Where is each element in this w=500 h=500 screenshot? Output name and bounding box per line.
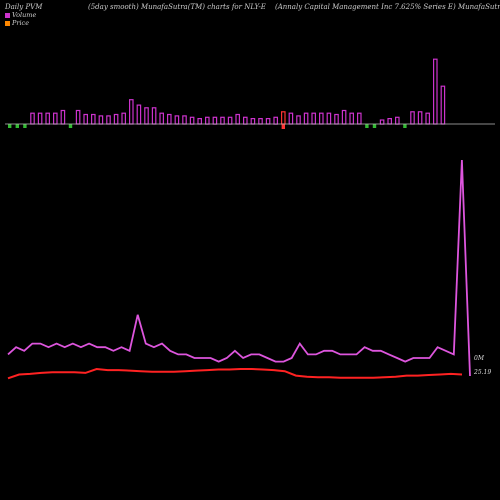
volume-line [7,159,471,377]
volume-bar [326,112,332,125]
price-line [7,367,463,380]
volume-bar [349,112,355,125]
volume-bar [212,116,218,125]
volume-bar [197,117,203,125]
legend-swatch-price [5,20,10,26]
volume-bar [167,113,172,125]
volume-bar-down [8,124,12,128]
volume-bar-down [403,124,407,128]
volume-bar [136,104,142,125]
volume-bar [341,109,347,125]
volume-bar [433,58,438,125]
volume-bar [311,112,317,125]
volume-bars [8,58,446,129]
volume-bar [281,111,286,125]
chart-header-left: Daily PVM [5,3,43,11]
volume-bar [45,112,51,125]
volume-bar [357,112,362,125]
volume-bar [83,113,89,125]
volume-bar-down [15,124,19,128]
chart-header-source: (Annaly Capital Management Inc 7.625% Se… [275,3,500,11]
price-tick-label: 25.19 [473,369,491,376]
volume-bar [243,116,248,125]
volume-bar [174,115,180,125]
lines-group [7,159,471,380]
legend-label-price: Price [12,19,30,27]
volume-bar [205,116,210,125]
volume-bar [258,117,263,125]
legend-label-volume: Volume [12,11,37,19]
volume-bar [159,112,165,125]
volume-bar [265,117,271,125]
volume-bar [288,112,294,125]
volume-bar [189,116,195,125]
volume-bar [106,115,111,125]
volume-bar [250,117,256,125]
volume-bar [37,112,43,125]
volume-bar [121,112,127,125]
volume-bar [144,107,149,125]
volume-bar [98,115,104,125]
volume-bar [273,116,279,125]
volume-bar-down [68,124,73,128]
volume-bar [151,107,157,125]
volume-bar [417,111,423,125]
volume-bar [319,112,324,125]
volume-bar [182,115,187,125]
volume-bar [220,116,225,125]
volume-tick-label: 0M [474,355,485,362]
volume-bar [60,109,66,125]
volume-bar-down [23,124,27,128]
volume-bar [30,112,35,125]
volume-bar-down [372,124,377,128]
chart-header-title: (5day smooth) MunafaSutra(TM) charts for… [88,3,266,11]
legend-swatch-volume [5,12,10,18]
volume-bar [113,113,119,125]
volume-bar [75,109,81,125]
volume-bar-tail [281,124,285,129]
volume-bar [303,112,309,125]
volume-bar [334,113,339,125]
volume-bar [235,113,241,125]
volume-bar [395,116,400,125]
volume-bar [387,117,393,125]
volume-bar [227,116,233,125]
volume-bar [410,111,415,125]
volume-bar [129,99,134,125]
volume-bar [425,112,431,125]
volume-bar [379,119,385,125]
volume-bar [90,113,96,125]
volume-bar-down [365,124,369,128]
legend-item-price: Price [5,19,29,27]
volume-bar [52,112,58,125]
volume-bar [440,85,446,125]
legend-item-volume: Volume [5,11,36,19]
volume-bar [296,115,301,125]
